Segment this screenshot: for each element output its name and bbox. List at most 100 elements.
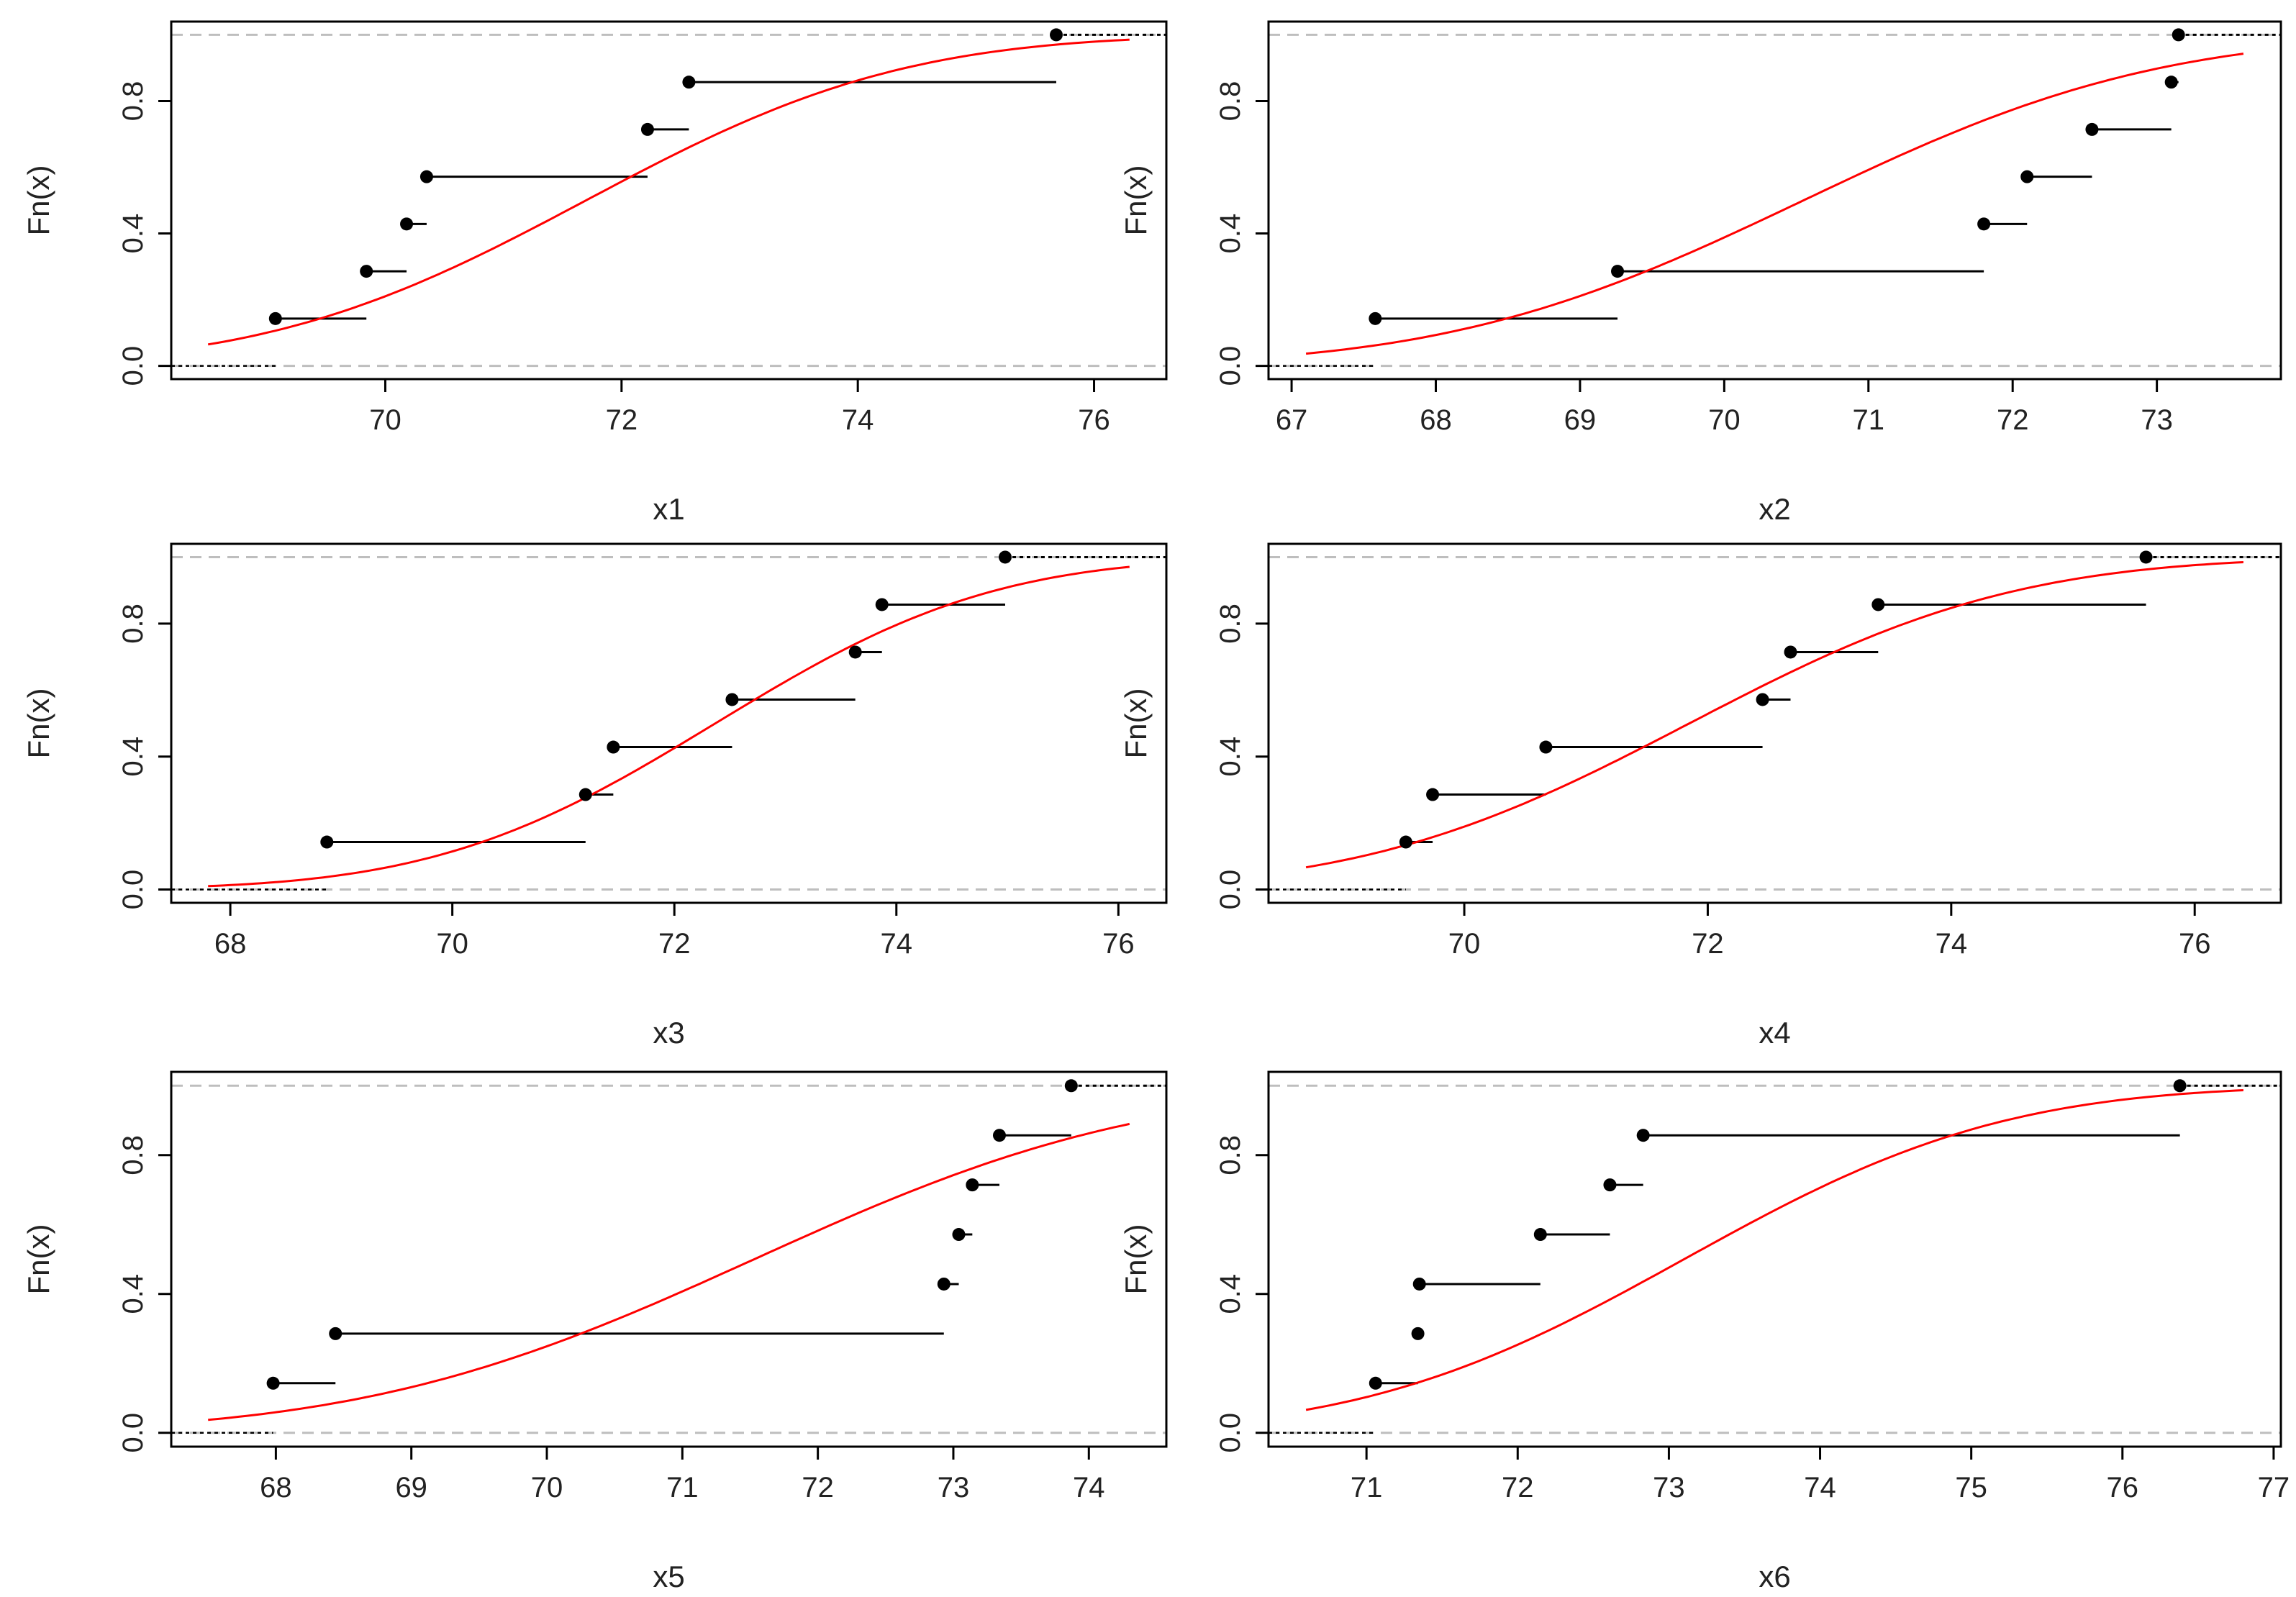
y-tick-label: 0.8	[1215, 604, 1246, 644]
ecdf-point-5	[640, 122, 654, 136]
plot-frame	[1267, 1070, 2282, 1448]
x-tick-label: 75	[1955, 1472, 1987, 1503]
ecdf-point-6	[992, 1129, 1006, 1142]
x-tick-label: 70	[531, 1472, 563, 1503]
plot-frame	[170, 20, 1168, 381]
ecdf-point-3	[1539, 740, 1553, 754]
x-tick-label: 76	[2179, 928, 2211, 960]
x-axis-title: x3	[653, 1016, 684, 1050]
fit-curve	[208, 565, 1130, 888]
ecdf-point-4	[419, 170, 433, 183]
x-axis-title: x1	[653, 492, 684, 526]
x-tick-label: 69	[395, 1472, 427, 1503]
panel-x5: 68 69 70 71 72 73 74 0.0 0.4 0.8 x5 Fn(x)	[22, 1070, 1168, 1593]
plot-frame	[170, 542, 1168, 904]
ecdf-point-5	[2085, 122, 2099, 136]
ecdf-point-6	[2164, 76, 2178, 89]
ecdf-point-2	[1611, 265, 1625, 278]
x-tick-label: 76	[2107, 1472, 2139, 1503]
fit-curve	[208, 1122, 1130, 1421]
x-tick-label: 73	[2141, 404, 2173, 436]
ecdf-point-7	[2172, 28, 2185, 42]
y-tick-label: 0.4	[117, 214, 149, 254]
y-axis-title: Fn(x)	[1119, 165, 1153, 236]
y-tick-label: 0.0	[1215, 870, 1246, 910]
x-tick-label: 74	[1936, 928, 1968, 960]
ecdf-point-1	[1369, 311, 1382, 325]
x-tick-label: 70	[1448, 928, 1481, 960]
y-tick-label: 0.8	[117, 1135, 149, 1175]
ecdf-point-7	[1064, 1079, 1078, 1093]
x-axis-title: x4	[1759, 1016, 1790, 1050]
y-tick-label: 0.8	[1215, 81, 1246, 122]
y-tick-label: 0.0	[117, 1413, 149, 1453]
ecdf-point-6	[1636, 1129, 1650, 1142]
ecdf-point-5	[1784, 645, 1797, 659]
x-axis-title: x2	[1759, 492, 1790, 526]
x-tick-label: 67	[1276, 404, 1308, 436]
ecdf-point-1	[266, 1376, 280, 1390]
ecdf-point-3	[937, 1277, 950, 1291]
ecdf-point-5	[848, 645, 862, 659]
fit-curve	[1305, 561, 2243, 869]
ecdf-point-1	[1369, 1376, 1382, 1390]
x-tick-label: 71	[1351, 1472, 1383, 1503]
x-tick-label: 71	[1853, 404, 1885, 436]
ecdf-point-6	[1871, 598, 1885, 611]
y-tick-label: 0.8	[117, 604, 149, 644]
x-tick-label: 72	[1997, 404, 2029, 436]
ecdf-point-2	[1426, 788, 1440, 801]
y-axis-title: Fn(x)	[22, 688, 55, 759]
ecdf-point-7	[1049, 28, 1063, 42]
x-axis-title: x5	[653, 1560, 684, 1593]
y-axis-title: Fn(x)	[1119, 1224, 1153, 1295]
x-tick-label: 70	[369, 404, 401, 436]
x-tick-label: 68	[260, 1472, 292, 1503]
ecdf-point-1	[320, 835, 334, 849]
x-tick-label: 72	[1502, 1472, 1534, 1503]
x-tick-label: 68	[1420, 404, 1452, 436]
x-tick-label: 74	[881, 928, 913, 960]
x-tick-label: 72	[606, 404, 638, 436]
x-tick-label: 74	[1073, 1472, 1105, 1503]
y-tick-label: 0.4	[117, 1274, 149, 1314]
fit-curve	[1305, 1089, 2243, 1411]
y-axis-title: Fn(x)	[22, 1224, 55, 1295]
y-tick-label: 0.0	[117, 870, 149, 910]
y-axis-title: Fn(x)	[1119, 688, 1153, 759]
x-tick-label: 70	[436, 928, 468, 960]
x-tick-label: 73	[1653, 1472, 1685, 1503]
y-tick-label: 0.4	[117, 737, 149, 777]
ecdf-point-1	[268, 311, 282, 325]
x-tick-label: 72	[802, 1472, 834, 1503]
y-tick-label: 0.0	[1215, 346, 1246, 386]
y-tick-label: 0.8	[117, 81, 149, 122]
x-tick-label: 74	[1804, 1472, 1836, 1503]
ecdf-point-2	[329, 1327, 342, 1340]
panel-x6: 71 72 73 74 75 76 77 0.0 0.4 0.8 x6 Fn(x)	[1119, 1070, 2290, 1593]
x-tick-label: 73	[938, 1472, 970, 1503]
ecdf-point-6	[682, 76, 696, 89]
ecdf-point-2	[360, 265, 373, 278]
x-tick-label: 71	[666, 1472, 699, 1503]
x-tick-label: 72	[1692, 928, 1724, 960]
ecdf-point-3	[400, 217, 414, 231]
panel-x1: 70 72 74 76 0.0 0.4 0.8 x1 Fn(x)	[22, 20, 1168, 526]
ecdf-point-4	[952, 1228, 966, 1242]
ecdf-point-4	[2020, 170, 2034, 183]
y-tick-label: 0.8	[1215, 1135, 1246, 1175]
ecdf-point-3	[607, 740, 620, 754]
fit-curve	[207, 38, 1130, 346]
panel-x2: 67 68 69 70 71 72 73 0.0 0.4 0.8 x2 Fn(x)	[1119, 20, 2282, 526]
x-tick-label: 68	[214, 928, 247, 960]
ecdf-point-1	[1399, 835, 1412, 849]
y-tick-label: 0.4	[1215, 737, 1246, 777]
panel-x4: 70 72 74 76 0.0 0.4 0.8 x4 Fn(x)	[1119, 542, 2282, 1050]
ecdf-point-7	[998, 550, 1012, 564]
plot-frame	[1267, 542, 2282, 904]
x-tick-label: 72	[658, 928, 691, 960]
y-tick-label: 0.0	[117, 346, 149, 386]
x-tick-label: 76	[1078, 404, 1110, 436]
ecdf-point-5	[1603, 1178, 1617, 1192]
ecdf-point-2	[578, 788, 592, 801]
